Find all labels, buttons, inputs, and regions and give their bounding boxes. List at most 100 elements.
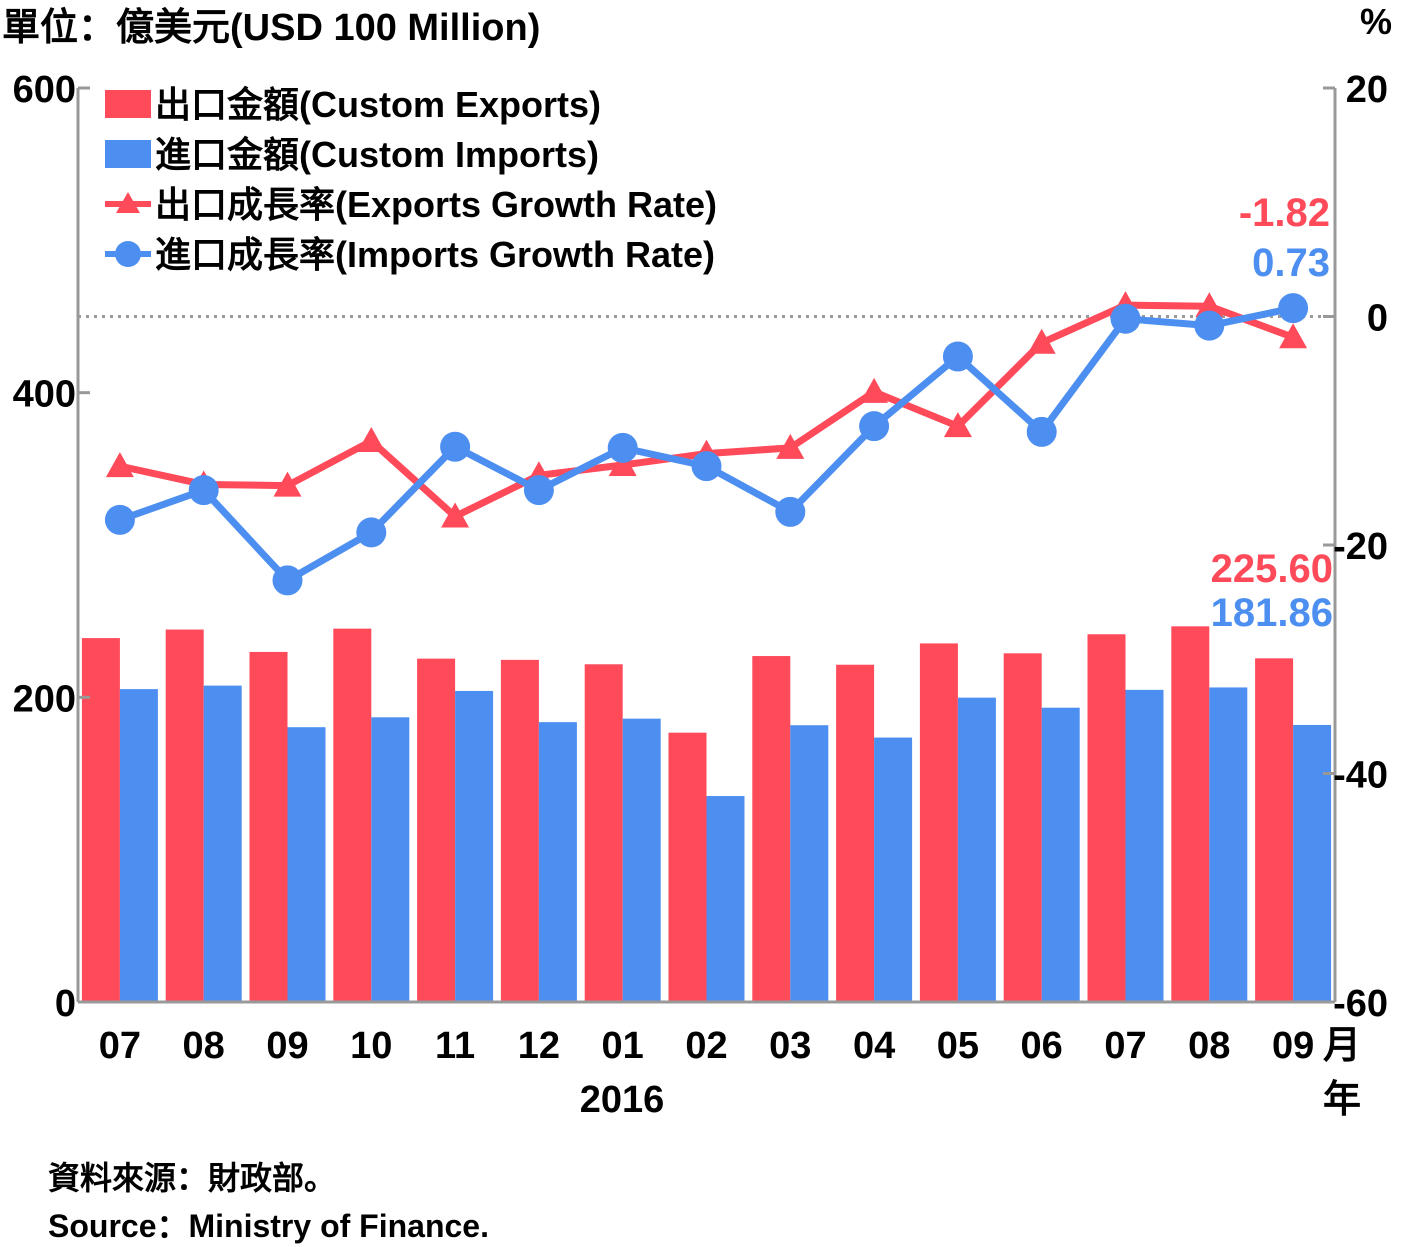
x-tick-label-8: 03 (769, 1025, 811, 1067)
x-tick-label-4: 11 (435, 1025, 475, 1067)
exports-bar-3 (333, 628, 372, 1002)
imports-growth-point-13 (1194, 310, 1225, 341)
imports-growth-point-9 (859, 411, 890, 442)
x-labels-layer: 07 08 09 10 11 12 01 02 03 04 05 06 07 08 09 (99, 1025, 1314, 1067)
imports-growth-point-6 (607, 432, 638, 463)
x-tick-label-3: 10 (350, 1025, 392, 1067)
left-tick-label-400: 400 (13, 374, 76, 416)
x-tick-label-12: 07 (1104, 1025, 1146, 1067)
lines-layer (104, 291, 1309, 596)
exports-bar-7 (668, 732, 707, 1002)
year-label: 2016 (580, 1079, 665, 1121)
imports-bar-12 (1125, 689, 1164, 1002)
imports-bar-5 (538, 722, 577, 1002)
legend-background (101, 78, 813, 276)
imports-bar-1 (203, 685, 242, 1002)
imports-bar-7 (706, 796, 745, 1002)
exports-bar-13 (1171, 626, 1210, 1002)
legend-exports-growth-swatch-marker (116, 192, 140, 213)
imports-bar-10 (957, 697, 996, 1002)
imports-growth-point-7 (691, 451, 722, 482)
imports-growth-point-4 (440, 431, 471, 462)
exports-growth-line (119, 301, 1295, 520)
x-tick-label-1: 08 (183, 1025, 225, 1067)
exports-growth-point-8 (776, 433, 805, 459)
x-tick-label-13: 08 (1188, 1025, 1230, 1067)
right-tick-label-0: 0 (1367, 298, 1388, 340)
exports-bar-5 (500, 659, 539, 1002)
annotation-imports-value: 181.86 (1211, 591, 1333, 635)
right-tick-label--40: -40 (1333, 755, 1388, 797)
source-en: Source：Ministry of Finance. (48, 1208, 489, 1244)
exports-growth-point-6 (608, 451, 637, 477)
imports-bar-13 (1209, 687, 1248, 1002)
x-axis-year-suffix: 年 (1323, 1079, 1361, 1121)
imports-growth-point-0 (104, 504, 135, 535)
exports-bar-4 (417, 658, 456, 1002)
exports-growth-point-3 (357, 427, 386, 453)
legend: 出口金額(Custom Exports) 進口金額(Custom Imports)… (101, 78, 813, 276)
imports-growth-point-5 (523, 475, 554, 506)
exports-growth-point-9 (860, 377, 889, 403)
imports-growth-point-11 (1026, 416, 1057, 447)
x-tick-label-11: 06 (1021, 1025, 1063, 1067)
legend-exports-label: 出口金額(Custom Exports) (155, 84, 601, 125)
imports-growth-point-14 (1278, 293, 1309, 324)
imports-bar-3 (371, 717, 410, 1002)
exports-growth-point-14 (1279, 323, 1308, 349)
x-tick-label-0: 07 (99, 1025, 141, 1067)
left-tick-label-600: 600 (13, 69, 76, 111)
imports-growth-point-8 (775, 496, 806, 527)
x-tick-label-9: 04 (853, 1025, 895, 1067)
imports-growth-point-2 (272, 565, 303, 596)
exports-bar-10 (919, 643, 958, 1002)
right-tick-label--20: -20 (1333, 526, 1388, 568)
imports-growth-point-1 (188, 475, 219, 506)
legend-imports-growth-swatch-marker (115, 241, 141, 267)
annotation-exports-value: 225.60 (1211, 547, 1333, 591)
x-tick-label-2: 09 (266, 1025, 308, 1067)
exports-bar-12 (1087, 634, 1126, 1002)
x-tick-label-10: 05 (937, 1025, 979, 1067)
x-tick-label-14: 09 (1272, 1025, 1314, 1067)
annotation-imports-growth: 0.73 (1252, 241, 1330, 285)
left-tick-label-200: 200 (13, 678, 76, 720)
exports-growth-point-2 (273, 471, 302, 497)
x-tick-label-5: 12 (518, 1025, 560, 1067)
exports-bar-0 (81, 638, 120, 1002)
x-tick-label-6: 01 (602, 1025, 644, 1067)
exports-bar-14 (1255, 658, 1294, 1002)
exports-growth-point-11 (1027, 328, 1056, 354)
exports-growth-point-4 (441, 502, 470, 528)
legend-exports-swatch (105, 90, 151, 118)
exports-bar-9 (836, 664, 875, 1002)
x-axis-month-suffix: 月 (1323, 1025, 1361, 1067)
exports-growth-point-13 (1195, 292, 1224, 318)
right-tick-label-20: 20 (1346, 69, 1388, 111)
right-tick-label--60: -60 (1333, 983, 1388, 1025)
left-axis-unit: 單位：億美元(USD 100 Million) (2, 7, 540, 49)
legend-imports-growth-label: 進口成長率(Imports Growth Rate) (155, 234, 715, 275)
imports-bar-0 (119, 689, 158, 1002)
source-zh: 資料來源：財政部。 (48, 1160, 337, 1196)
exports-bar-2 (249, 651, 288, 1002)
left-tick-label-0: 0 (55, 983, 76, 1025)
imports-bar-8 (790, 725, 829, 1002)
right-axis-unit: % (1360, 1, 1392, 42)
imports-bar-6 (622, 718, 661, 1002)
legend-imports-swatch (105, 140, 151, 168)
exports-bar-6 (584, 664, 623, 1002)
imports-bar-9 (874, 737, 913, 1002)
imports-bar-4 (455, 690, 494, 1002)
exports-bar-8 (752, 656, 791, 1002)
imports-growth-point-12 (1110, 303, 1141, 334)
bars-layer (81, 626, 1332, 1002)
annotation-exports-growth: -1.82 (1239, 191, 1330, 235)
x-tick-label-7: 02 (685, 1025, 727, 1067)
exports-growth-point-10 (943, 412, 972, 438)
imports-bar-2 (287, 727, 326, 1002)
legend-imports-label: 進口金額(Custom Imports) (155, 134, 599, 175)
exports-bar-1 (165, 629, 204, 1002)
